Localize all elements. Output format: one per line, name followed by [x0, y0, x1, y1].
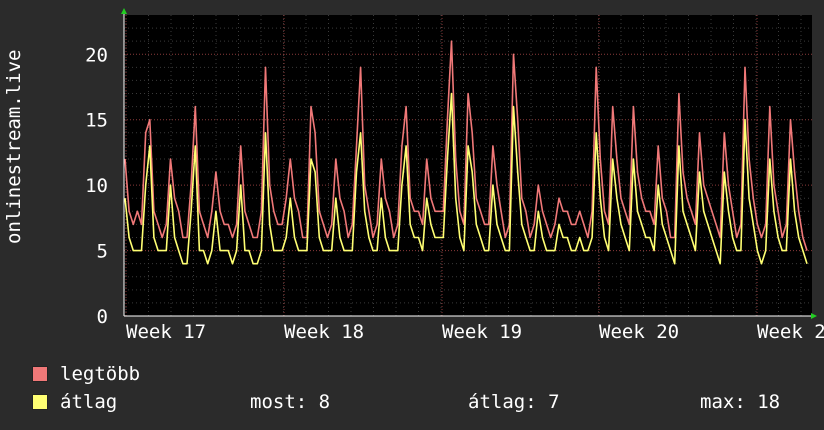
stat-avg: átlag: 7 — [468, 391, 560, 413]
series-layer — [124, 40, 808, 265]
x-tick-labels: Week 17 Week 18 Week 19 Week 20 Week 21 — [126, 321, 824, 343]
legend-label-max: legtöbb — [60, 363, 141, 385]
x-tick-label: Week 21 — [757, 321, 824, 343]
y-tick-labels: 0 5 10 15 20 — [85, 44, 108, 328]
x-tick-label: Week 20 — [599, 321, 679, 343]
x-tick-label: Week 18 — [284, 321, 364, 343]
legend-label-avg: átlag — [60, 391, 118, 413]
y-tick-label: 0 — [97, 306, 108, 328]
legend-item-max: legtöbb — [32, 363, 140, 385]
x-axis-arrow-icon — [811, 313, 817, 319]
axes — [121, 8, 817, 319]
y-tick-label: 5 — [97, 241, 108, 263]
series-line-max — [124, 40, 808, 251]
stat-now: most: 8 — [250, 391, 331, 413]
legend-swatch-avg — [32, 394, 48, 410]
legend-swatch-max — [32, 366, 48, 382]
y-axis-arrow-icon — [121, 8, 127, 14]
x-tick-label: Week 17 — [126, 321, 206, 343]
y-tick-label: 10 — [85, 175, 108, 197]
stat-max: max: 18 — [700, 391, 781, 413]
series-line-avg — [124, 92, 808, 265]
y-tick-label: 15 — [85, 110, 108, 132]
y-tick-label: 20 — [85, 44, 108, 66]
legend-item-avg: átlag — [32, 391, 117, 413]
y-axis-label: onlinestream.live — [3, 49, 25, 244]
x-tick-label: Week 19 — [442, 321, 522, 343]
